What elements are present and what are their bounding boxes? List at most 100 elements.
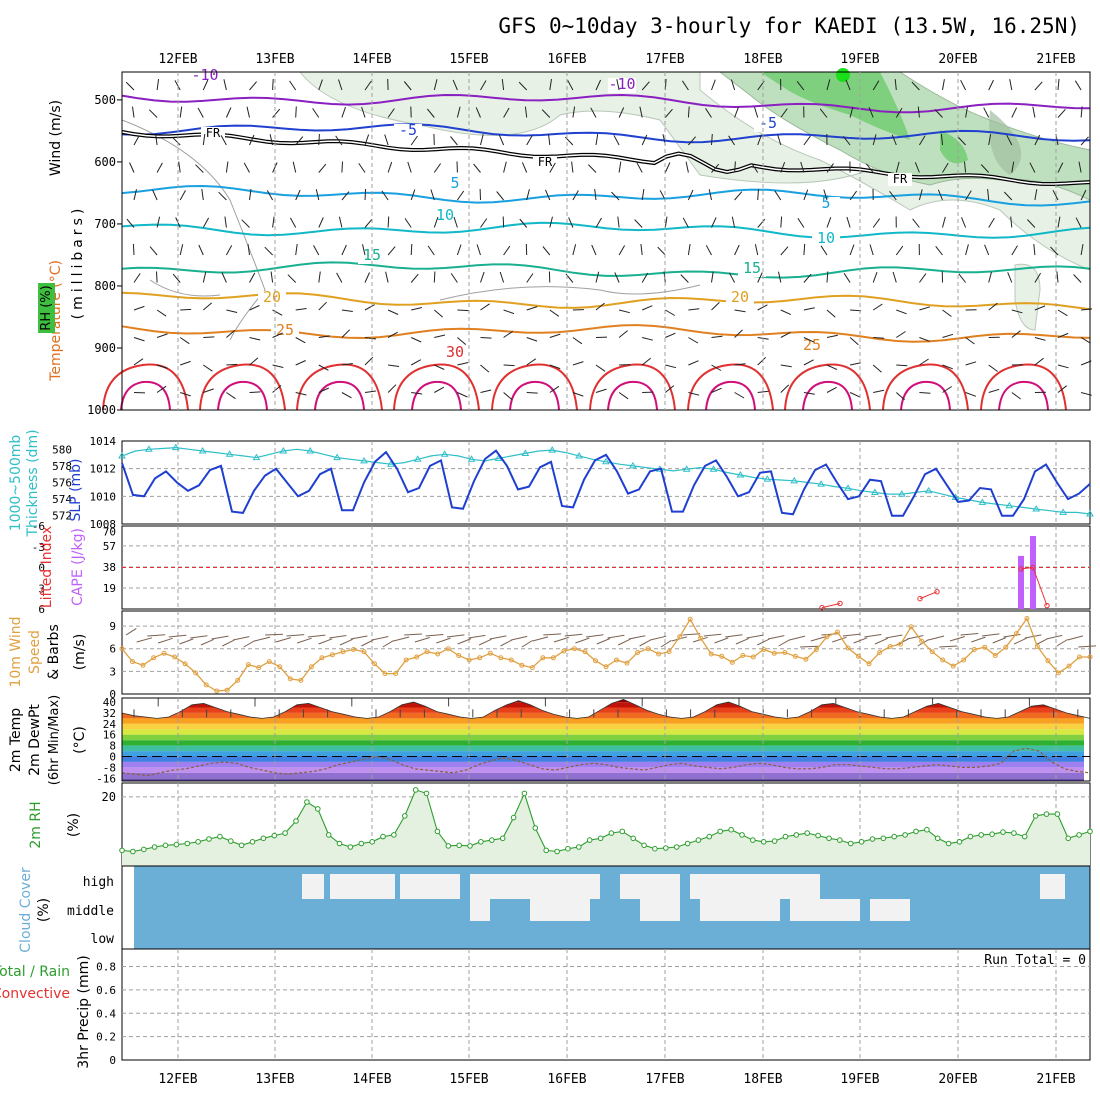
precip-tick-label: 0.4 (96, 1007, 116, 1020)
wind-barb (197, 107, 204, 118)
wind-barb (287, 274, 297, 283)
rh2m-point (141, 846, 147, 853)
wind10-point (687, 616, 693, 622)
wind10-point (266, 659, 272, 665)
contour-label-bg (258, 291, 286, 306)
rh2m-point (521, 790, 528, 797)
wind-barb (476, 244, 481, 256)
lifted-point (1018, 566, 1024, 572)
wind10-point (529, 665, 535, 671)
wind-barb (475, 107, 481, 118)
wind10-barb (767, 635, 785, 640)
wind-barb (155, 134, 158, 146)
wind-barb (636, 162, 643, 173)
wind-barb (272, 332, 283, 338)
wind10-point (845, 645, 851, 651)
wind-barb (641, 189, 645, 201)
wind-barb (728, 135, 736, 146)
wind10-barb (778, 639, 791, 647)
wind-barb (312, 108, 320, 118)
wind-barb (249, 305, 260, 311)
precip-panel: 0 0.2 0.4 0.6 0.8 Run Total = 0 (96, 948, 1091, 1067)
wind-barb (1073, 274, 1082, 283)
wind-barb (457, 392, 468, 398)
wind-barb (1080, 337, 1091, 344)
wind10-barb (660, 639, 672, 648)
temperature-tick-label: -8 (103, 761, 116, 774)
wind10-barb (179, 638, 194, 645)
wind-barb (247, 244, 250, 256)
wind-barb (987, 189, 990, 201)
wind-barb (803, 273, 812, 283)
wind10-point (982, 644, 988, 650)
wind-barb (433, 163, 442, 173)
wind10-point (919, 638, 925, 644)
temperature-band (122, 729, 1084, 735)
wind-barb (410, 135, 418, 146)
wind-barb (388, 364, 400, 367)
wind-barb (295, 360, 306, 366)
wind-barb (889, 190, 897, 201)
rh2m-point (380, 833, 386, 840)
wind-barb (156, 271, 158, 283)
lifted-line (919, 591, 938, 600)
wind-barb (711, 364, 722, 371)
wind-barb (149, 246, 158, 256)
wind-barb (641, 272, 649, 283)
rh-region-90 (836, 68, 850, 82)
wind-barb (942, 162, 949, 173)
wind-barb (225, 161, 229, 173)
wind-barb (272, 78, 274, 91)
wind-barb (705, 108, 712, 118)
wind-barb (820, 245, 828, 256)
temperature-band (122, 723, 1084, 730)
wind10-barb (414, 637, 430, 643)
temperature-contour-30 (784, 363, 871, 411)
thickness-point (225, 450, 234, 457)
date-label-bottom: 12FEB (158, 1072, 197, 1087)
wind10-point (319, 655, 325, 661)
slp-tick-label: 1010 (90, 490, 117, 503)
wind-barb (1057, 364, 1069, 369)
rh2m-point (924, 826, 930, 833)
wind-barb (295, 244, 298, 256)
thickness-tick-label: 572 (52, 510, 72, 523)
wind10-point (666, 649, 672, 655)
wind10-point (256, 665, 262, 671)
wind-barb (203, 336, 215, 338)
wind-barb (957, 136, 966, 146)
wind-barb (826, 217, 832, 228)
lifted-point (837, 600, 843, 607)
wind-barb (318, 163, 327, 173)
rh2m-point (847, 840, 854, 847)
rh2m-point (315, 806, 321, 812)
wind-barb (364, 272, 370, 283)
temperature-contour-30 (687, 363, 774, 411)
rh2m-point (684, 840, 691, 847)
rh2m-point (478, 839, 484, 845)
lifted-line (821, 603, 841, 609)
wind10-point (382, 671, 388, 677)
cloud-high-clear (780, 874, 820, 899)
thickness-point (387, 460, 395, 467)
wind-barb (640, 244, 643, 256)
wind-barb (549, 364, 561, 370)
wind10-barb (992, 637, 1007, 644)
wind-barb (223, 79, 227, 91)
wind-barb (842, 135, 851, 146)
wind-barb (480, 389, 492, 393)
wind-barb (315, 189, 320, 201)
wind-barb (796, 80, 805, 91)
rh2m-point (967, 833, 974, 840)
y-tick-label: 500 (94, 93, 116, 107)
wind10-barb (1046, 634, 1063, 640)
wind-barb (872, 272, 878, 283)
rh2m-point (206, 836, 212, 842)
wind-barb (133, 305, 145, 311)
wind10-barb (789, 635, 806, 641)
wind-barb (341, 392, 352, 399)
wind10-point (656, 651, 662, 657)
thickness-point (924, 486, 933, 494)
wind-barb (526, 273, 534, 283)
